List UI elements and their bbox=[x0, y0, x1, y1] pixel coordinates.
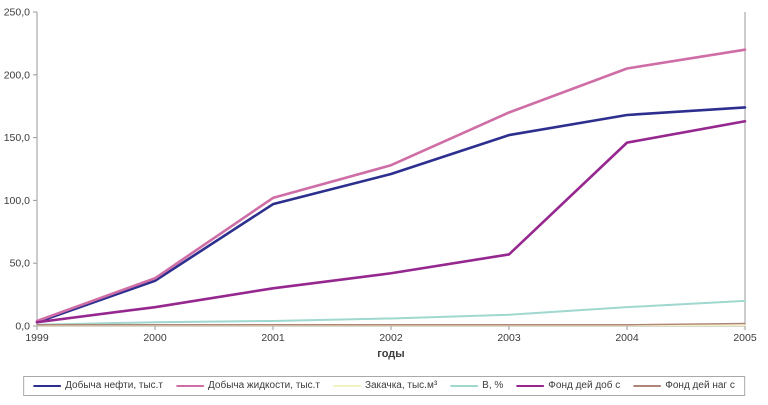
legend-item-liquid-production: Добыча жидкости, тыс.т bbox=[176, 381, 320, 391]
series-line-4 bbox=[35, 119, 747, 324]
y-tick-label: 150,0 bbox=[4, 132, 30, 144]
x-tick-label: 2004 bbox=[615, 332, 639, 344]
x-tick-label: 2005 bbox=[733, 332, 757, 344]
legend-item-b-percent: В, % bbox=[450, 381, 503, 391]
legend-label-liquid-production: Добыча жидкости, тыс.т bbox=[208, 380, 320, 391]
y-tick-label: 250,0 bbox=[4, 7, 30, 19]
x-axis-title: годы bbox=[377, 348, 404, 360]
legend-item-fond-dey-dob: Фонд дей доб с bbox=[516, 381, 620, 391]
legend-label-oil-production: Добыча нефти, тыс.т bbox=[65, 380, 164, 391]
series-line-0 bbox=[35, 106, 747, 324]
y-tick-label: 50,0 bbox=[10, 258, 31, 270]
legend-label-injection: Закачка, тыс.м³ bbox=[364, 380, 438, 391]
y-tick-label: 0,0 bbox=[15, 321, 30, 333]
legend-label-b-percent: В, % bbox=[482, 380, 504, 391]
chart-legend: Добыча нефти, тыс.т Добыча жидкости, тыс… bbox=[23, 376, 745, 396]
series-line-1 bbox=[35, 48, 747, 323]
x-tick-label: 2003 bbox=[497, 332, 521, 344]
x-tick-label: 2001 bbox=[261, 332, 285, 344]
legend-label-fond-dey-dob: Фонд дей доб с bbox=[548, 380, 621, 391]
legend-item-fond-dey-nag: Фонд дей наг с bbox=[633, 381, 735, 391]
x-tick-label: 1999 bbox=[25, 332, 49, 344]
legend-item-oil-production: Добыча нефти, тыс.т bbox=[33, 381, 163, 391]
y-tick-label: 100,0 bbox=[4, 195, 30, 207]
line-chart-svg: 0,0 50,0 100,0 150,0 200,0 250,0 1999 2000 2001 2… bbox=[4, 7, 757, 361]
legend-swatch-injection bbox=[332, 385, 361, 387]
y-tick-label: 200,0 bbox=[4, 69, 30, 81]
legend-swatch-liquid-production bbox=[176, 384, 205, 388]
legend-swatch-b-percent bbox=[450, 385, 479, 387]
legend-label-fond-dey-nag: Фонд дей наг с bbox=[665, 380, 735, 391]
legend-item-injection: Закачка, тыс.м³ bbox=[332, 380, 438, 391]
series-line-5 bbox=[36, 322, 746, 326]
x-tick-label: 2002 bbox=[379, 332, 403, 344]
x-tick-label: 2000 bbox=[143, 332, 167, 344]
legend-swatch-fond-dey-dob bbox=[516, 384, 545, 388]
legend-swatch-fond-dey-nag bbox=[633, 385, 662, 387]
series-line-3 bbox=[36, 299, 746, 326]
legend-swatch-oil-production bbox=[33, 384, 62, 388]
